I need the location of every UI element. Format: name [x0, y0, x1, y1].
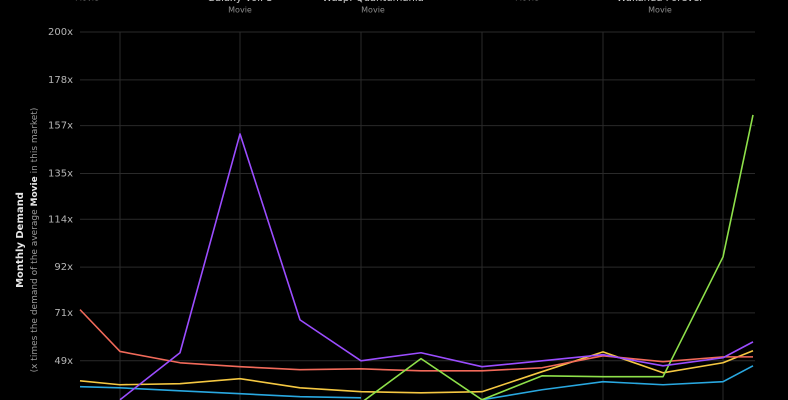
y-sub-part: in this market): [30, 108, 40, 177]
y-tick-label: 135x: [48, 169, 73, 180]
grid: 49x 71x 92x 114x 135x 157x 178x 200x: [48, 27, 755, 367]
top-label: Wasp: Quantumania: [322, 0, 424, 4]
y-tick-label: 71x: [54, 308, 73, 319]
y-tick-label: 49x: [54, 356, 73, 367]
top-labels: Movie Galaxy Vol. 3 Movie Wasp: Quantumania…: [75, 0, 704, 15]
y-tick-label: 200x: [48, 27, 73, 38]
vertical-grid: [119, 32, 724, 400]
y-tick-label: 157x: [48, 121, 73, 132]
lines: [79, 114, 754, 400]
top-label: Wakanda Forever: [617, 0, 705, 4]
top-sublabel: Movie: [361, 6, 385, 15]
series-line: [119, 133, 754, 400]
top-sublabel: Movie: [648, 6, 672, 15]
y-tick-label: 92x: [54, 262, 73, 273]
top-sublabel: Movie: [515, 0, 539, 3]
y-axis-subtitle: (x times the demand of the average Movie…: [30, 108, 40, 373]
series-line: [79, 350, 754, 394]
top-sublabel: Movie: [75, 0, 99, 3]
top-sublabel: Movie: [228, 6, 252, 15]
y-axis-title: Monthly Demand: [15, 192, 26, 288]
y-tick-label: 114x: [48, 214, 73, 225]
top-label: Galaxy Vol. 3: [207, 0, 272, 4]
series-line: [79, 365, 754, 400]
y-tick-label: 178x: [48, 75, 73, 86]
series-line: [363, 114, 754, 400]
series-line: [79, 309, 753, 372]
y-sub-part: (x times the demand of the average: [30, 206, 40, 372]
y-sub-part: Movie: [30, 176, 40, 206]
